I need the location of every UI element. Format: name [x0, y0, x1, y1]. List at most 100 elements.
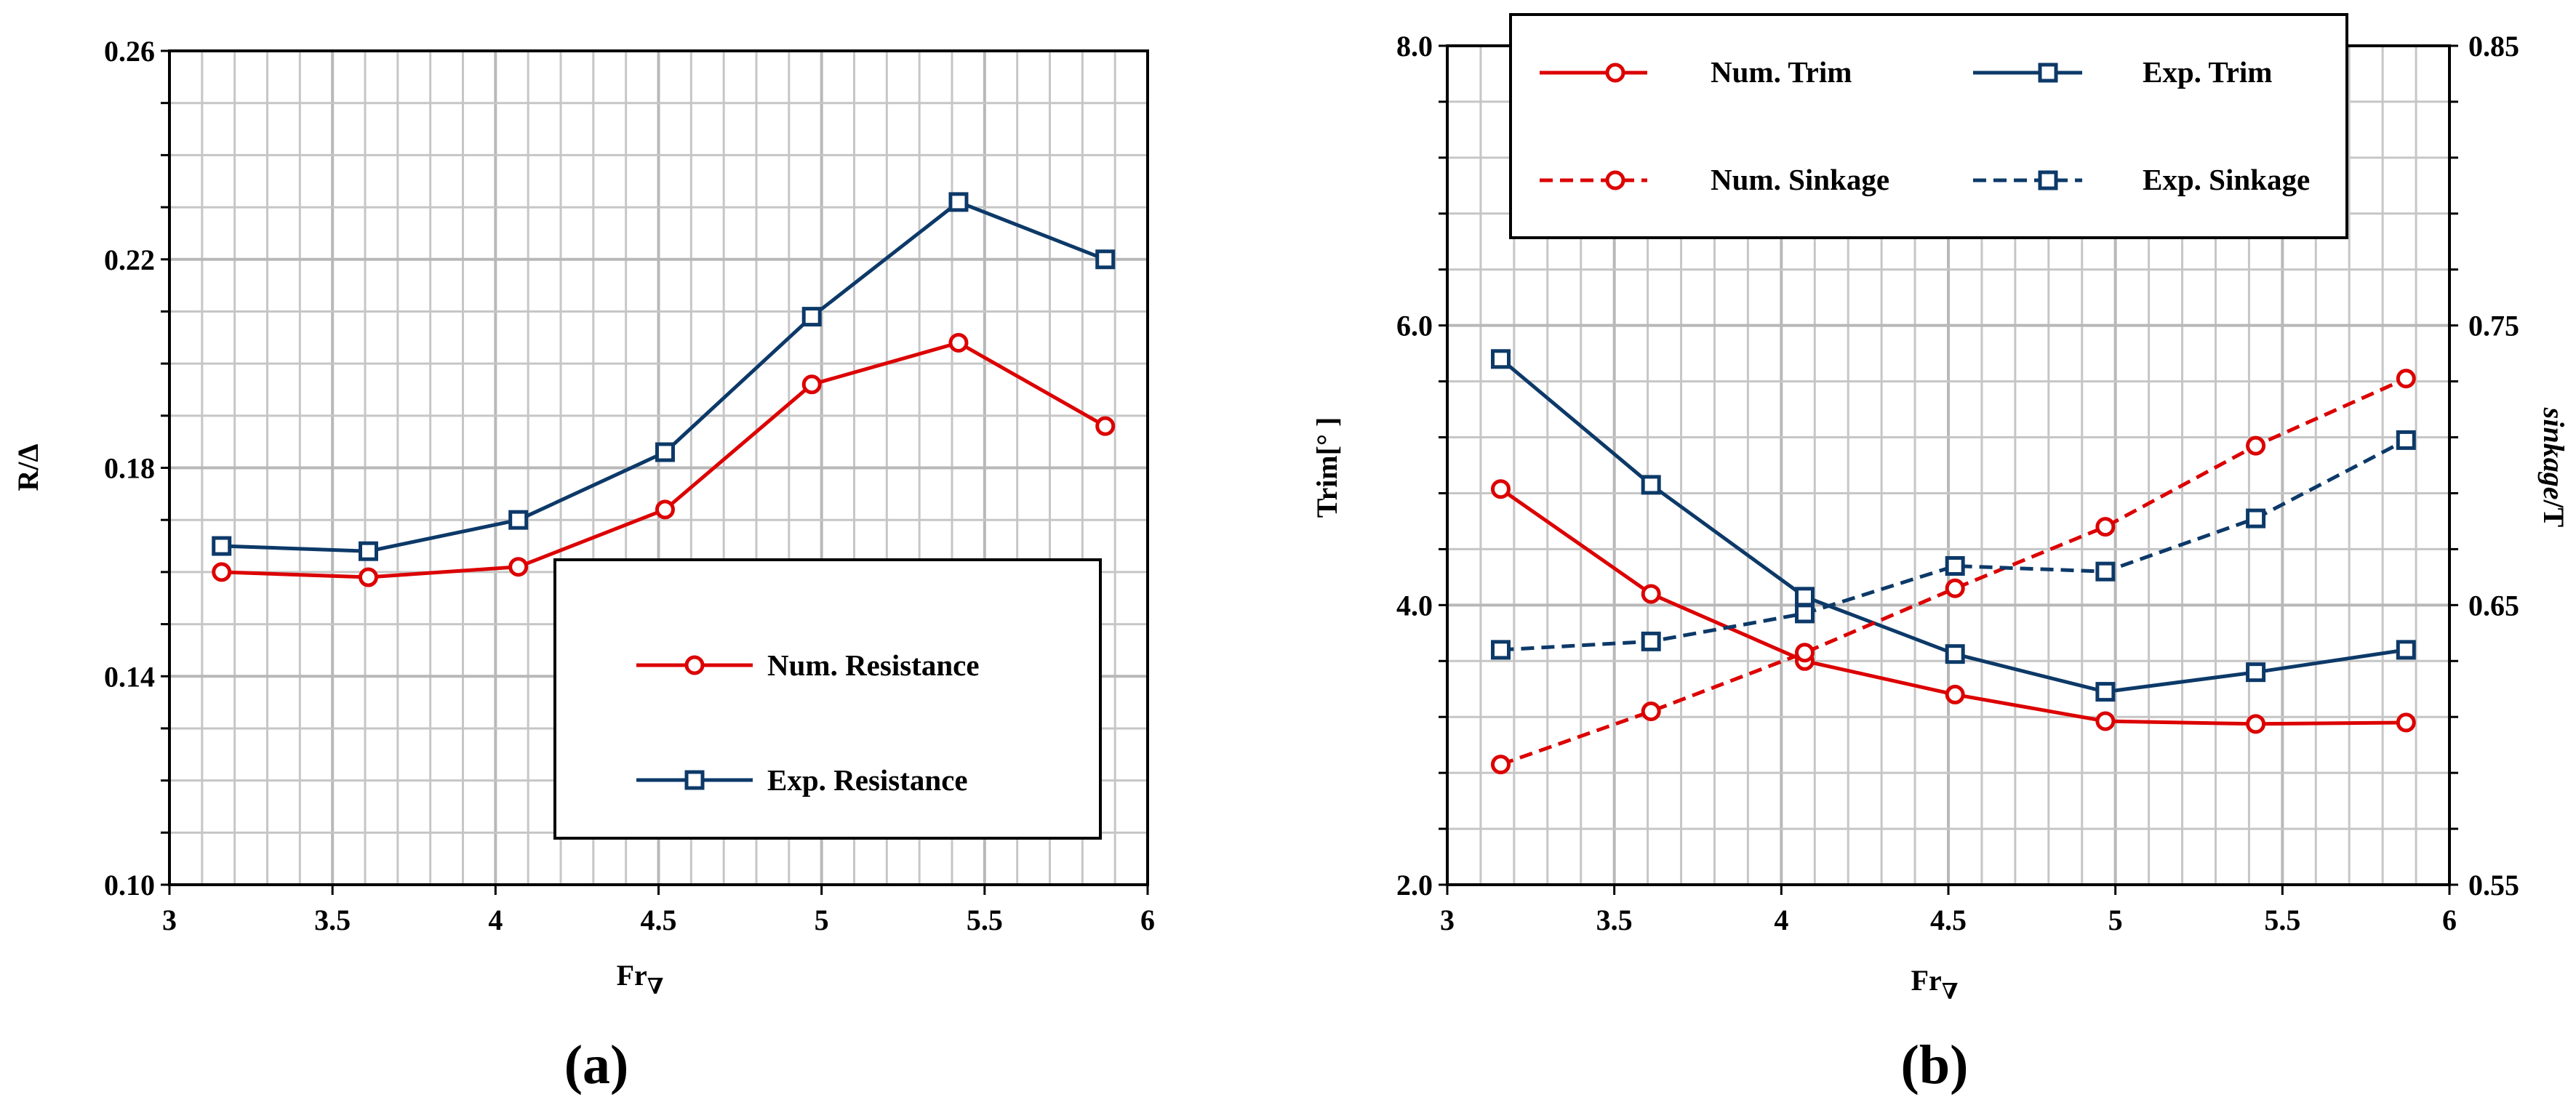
data-point-num-resistance	[801, 374, 822, 395]
chart-b-y-right-label-tail: /T	[2537, 499, 2570, 527]
data-point-exp-trim	[2095, 682, 2116, 702]
chart-a-x-axis-label: Fr∇	[617, 959, 664, 999]
legend-entry-num-resistance: Num. Resistance	[636, 648, 980, 682]
y-tick-label: 4.0	[1396, 589, 1433, 622]
chart-b-x-label-sub: ∇	[1942, 980, 1959, 1004]
y-tick-label: 8.0	[1396, 30, 1433, 63]
data-point-num-trim	[1490, 479, 1511, 499]
data-point-exp-resistance	[655, 442, 675, 462]
data-point-exp-trim	[2246, 662, 2266, 683]
data-point-num-resistance	[948, 332, 969, 353]
legend-marker-exp-resistance	[684, 770, 705, 790]
legend-marker-exp-sinkage	[2038, 170, 2058, 190]
legend-label-exp-sinkage: Exp. Sinkage	[2143, 163, 2310, 196]
y-right-tick-label: 0.75	[2468, 310, 2519, 342]
legend-label-num-trim: Num. Trim	[1711, 55, 1852, 89]
data-point-num-trim	[2095, 711, 2116, 731]
y-tick-label: 6.0	[1396, 310, 1433, 342]
x-tick-label: 4.5	[641, 904, 677, 936]
chart-a-y-axis-label: R/Δ	[12, 443, 44, 491]
chart-a-ticks: 3 3.5 4 4.5 5 5.5 6 0.10 0.14 0.18 0.22 0.26	[104, 35, 1155, 936]
data-point-exp-trim	[1794, 587, 1815, 607]
legend-marker-exp-trim	[2038, 63, 2058, 83]
x-tick-label: 5.5	[2264, 904, 2300, 936]
chart-b-legend-box	[1509, 13, 2348, 239]
x-tick-label: 4	[1774, 904, 1788, 936]
y-tick-label: 0.26	[104, 35, 155, 68]
legend-marker-num-resistance	[684, 655, 705, 675]
data-point-exp-sinkage	[1490, 640, 1511, 660]
chart-a-legend-box	[553, 558, 1102, 840]
chart-b-ticks: 3 3.5 4 4.5 5 5.5 6 2.0 4.0 6.0 8.0 0.55 0.65 0.75 0.8…	[1396, 30, 2519, 936]
y-tick-label: 0.10	[104, 869, 155, 901]
data-point-exp-resistance	[1095, 249, 1116, 270]
y-tick-label: 0.22	[104, 244, 155, 276]
data-point-exp-trim	[1490, 349, 1511, 369]
y-right-tick-label: 0.85	[2468, 30, 2519, 63]
chart-b-y-axis-label: Trim[° ]	[1311, 417, 1343, 518]
series-line-exp-resistance	[221, 200, 1106, 553]
y-right-tick-label: 0.55	[2468, 869, 2519, 901]
data-point-num-resistance	[655, 499, 675, 520]
chart-a-x-label-main: Fr	[617, 959, 647, 992]
x-tick-label: 4.5	[1930, 904, 1967, 936]
chart-b-series	[1490, 349, 2416, 775]
data-point-exp-trim	[1945, 644, 1965, 664]
data-point-exp-resistance	[801, 307, 822, 327]
x-tick-label: 4	[488, 904, 503, 936]
data-point-exp-sinkage	[1641, 631, 1661, 651]
chart-b-y-right-label-main: sinkage	[2537, 407, 2570, 500]
data-point-num-sinkage	[1490, 755, 1511, 775]
legend-marker-num-sinkage	[1605, 170, 1625, 190]
legend-label-exp-resistance: Exp. Resistance	[767, 763, 968, 797]
series-line-exp-trim	[1499, 357, 2407, 694]
legend-entry-num-sinkage: Num. Sinkage	[1540, 163, 1889, 196]
data-point-exp-sinkage	[2095, 561, 2116, 582]
data-point-exp-sinkage	[1794, 603, 1815, 624]
data-point-exp-sinkage	[2246, 508, 2266, 529]
chart-b-x-label-main: Fr	[1911, 964, 1942, 997]
legend-marker-num-trim	[1605, 63, 1625, 83]
y-tick-label: 0.14	[104, 660, 155, 693]
x-tick-label: 6	[2442, 904, 2457, 936]
data-point-exp-resistance	[212, 536, 232, 556]
panel-label-a: (a)	[564, 1034, 629, 1096]
data-point-num-trim	[1641, 584, 1661, 604]
x-tick-label: 6	[1140, 904, 1155, 936]
x-tick-label: 3	[1440, 904, 1455, 936]
legend-entry-exp-trim: Exp. Trim	[1973, 55, 2272, 89]
chart-b-x-axis-label: Fr∇	[1911, 964, 1959, 1004]
chart-b: 3 3.5 4 4.5 5 5.5 6 2.0 4.0 6.0 8.0 0.55 0.65 0.75 0.8…	[1311, 13, 2570, 1096]
data-point-num-sinkage	[2246, 435, 2266, 456]
data-point-num-sinkage	[2396, 369, 2416, 389]
chart-a-series	[212, 192, 1116, 587]
legend-entry-num-trim: Num. Trim	[1540, 55, 1852, 89]
legend-entry-exp-sinkage: Exp. Sinkage	[1973, 163, 2310, 196]
x-tick-label: 5	[815, 904, 829, 936]
data-point-exp-sinkage	[2396, 430, 2416, 450]
data-point-exp-trim	[2396, 640, 2416, 660]
legend-label-num-resistance: Num. Resistance	[767, 648, 980, 682]
data-point-num-resistance	[508, 557, 529, 577]
chart-a: 3 3.5 4 4.5 5 5.5 6 0.10 0.14 0.18 0.22 0.26 Num. R…	[12, 35, 1155, 1096]
data-point-num-sinkage	[1794, 643, 1815, 663]
data-point-num-trim	[2396, 712, 2416, 733]
data-point-exp-resistance	[508, 510, 529, 530]
data-point-num-resistance	[212, 562, 232, 582]
x-tick-label: 3	[162, 904, 177, 936]
chart-a-x-label-sub: ∇	[647, 975, 664, 999]
legend-label-exp-trim: Exp. Trim	[2143, 55, 2272, 89]
data-point-num-resistance	[1095, 416, 1116, 436]
data-point-num-trim	[2246, 714, 2266, 734]
data-point-num-trim	[1945, 684, 1965, 704]
legend-entry-exp-resistance: Exp. Resistance	[636, 763, 968, 797]
x-tick-label: 5.5	[967, 904, 1003, 936]
x-tick-label: 5	[2108, 904, 2123, 936]
panel-label-b: (b)	[1901, 1034, 1969, 1096]
data-point-exp-sinkage	[1945, 555, 1965, 576]
y-tick-label: 2.0	[1396, 869, 1433, 901]
y-tick-label: 0.18	[104, 452, 155, 485]
chart-b-y-right-axis-label: sinkage/T	[2537, 407, 2570, 528]
legend-label-num-sinkage: Num. Sinkage	[1711, 163, 1889, 196]
